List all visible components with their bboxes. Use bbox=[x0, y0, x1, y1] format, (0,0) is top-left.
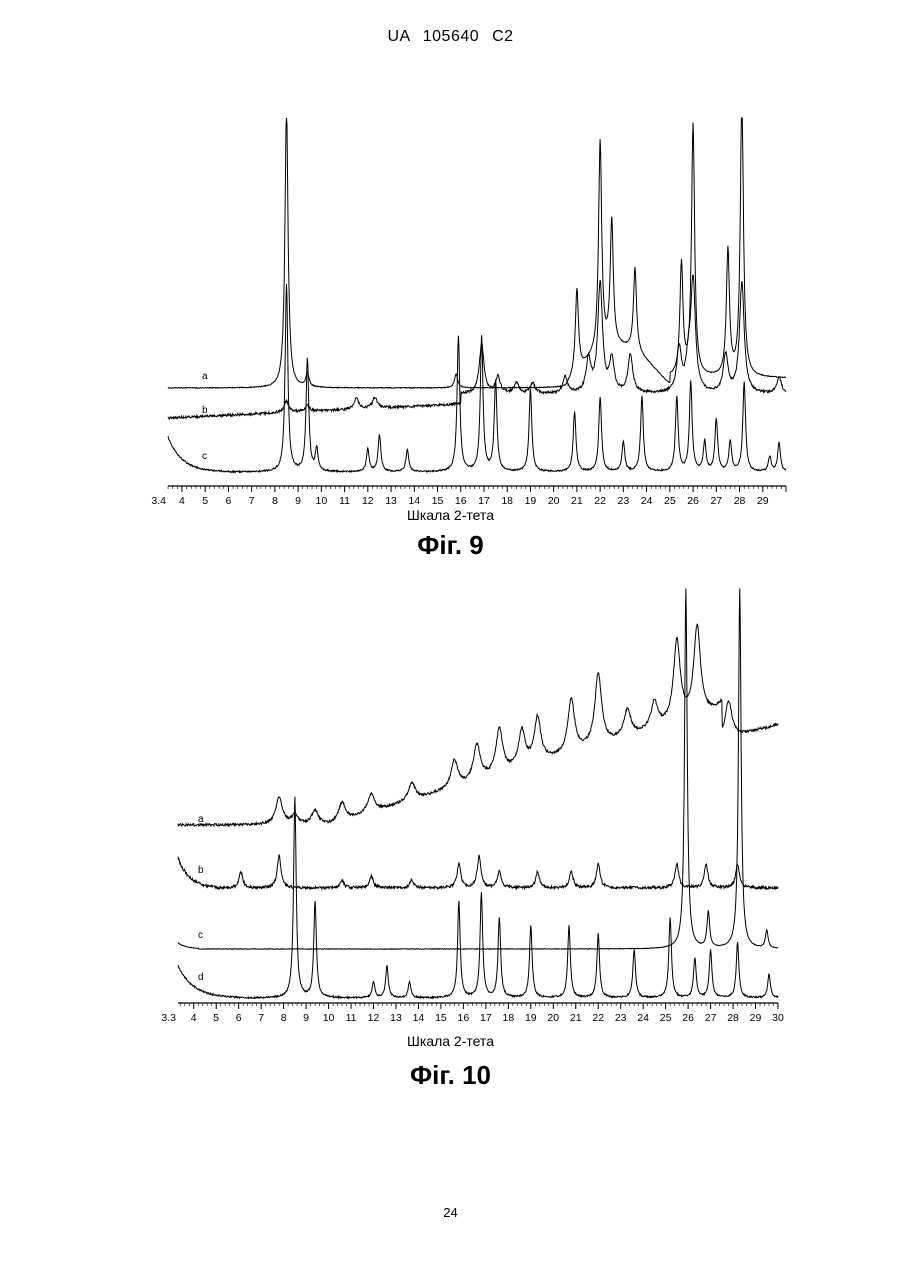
x-tick-label: 14 bbox=[413, 1012, 425, 1024]
x-tick-label: 23 bbox=[615, 1012, 627, 1024]
x-tick-label: 26 bbox=[682, 1012, 694, 1024]
x-tick-label: 15 bbox=[435, 1012, 447, 1024]
x-tick-label: 3.3 bbox=[161, 1012, 176, 1024]
page-number: 24 bbox=[0, 1205, 901, 1220]
x-tick-label: 13 bbox=[390, 1012, 402, 1024]
x-tick-label: 27 bbox=[705, 1012, 717, 1024]
x-tick-label: 7 bbox=[258, 1012, 264, 1024]
x-tick-label: 5 bbox=[213, 1012, 219, 1024]
x-tick-label: 29 bbox=[750, 1012, 762, 1024]
x-tick-label: 17 bbox=[480, 1012, 492, 1024]
series-c-label: c bbox=[198, 930, 203, 941]
x-tick-label: 9 bbox=[303, 1012, 309, 1024]
x-tick-label: 16 bbox=[458, 1012, 470, 1024]
x-tick-label: 24 bbox=[637, 1012, 649, 1024]
x-tick-label: 21 bbox=[570, 1012, 582, 1024]
figure-10-x-axis-label: Шкала 2-тета bbox=[0, 1033, 901, 1049]
x-tick-label: 8 bbox=[281, 1012, 287, 1024]
x-tick-label: 25 bbox=[660, 1012, 672, 1024]
x-tick-label: 6 bbox=[236, 1012, 242, 1024]
x-tick-label: 30 bbox=[772, 1012, 784, 1024]
x-tick-label: 19 bbox=[525, 1012, 537, 1024]
series-c-trace bbox=[178, 588, 778, 949]
x-tick-label: 18 bbox=[502, 1012, 514, 1024]
figure-10-caption: Фіг. 10 bbox=[0, 1060, 901, 1091]
series-b-label: b bbox=[198, 865, 204, 876]
x-tick-label: 10 bbox=[323, 1012, 335, 1024]
x-tick-label: 12 bbox=[368, 1012, 380, 1024]
x-tick-label: 20 bbox=[547, 1012, 559, 1024]
series-a-label: a bbox=[198, 814, 204, 825]
x-tick-label: 28 bbox=[727, 1012, 739, 1024]
x-tick-label: 11 bbox=[346, 1012, 357, 1024]
x-tick-label: 4 bbox=[191, 1012, 197, 1024]
series-d-label: d bbox=[198, 972, 204, 983]
x-tick-label: 22 bbox=[592, 1012, 604, 1024]
series-b-trace bbox=[178, 855, 778, 890]
